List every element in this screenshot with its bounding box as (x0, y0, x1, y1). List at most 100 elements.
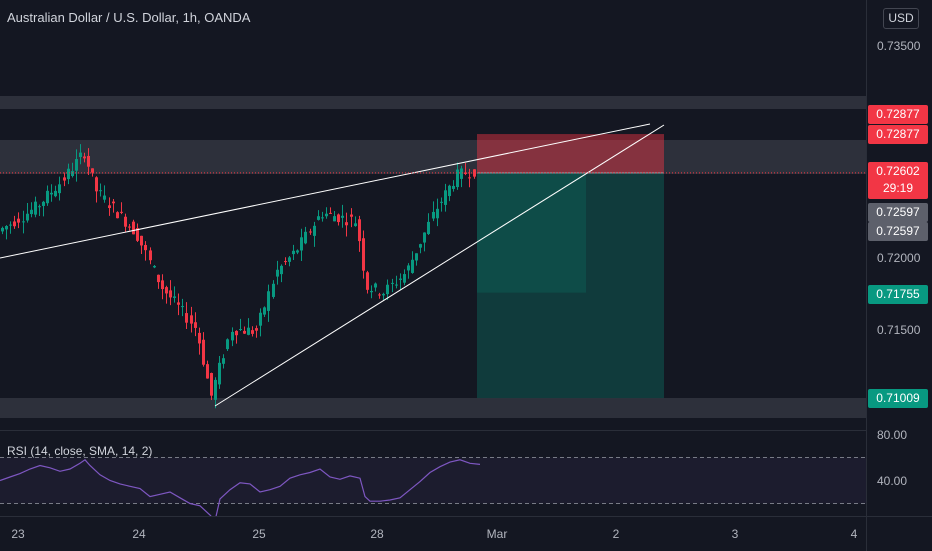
candle-body (399, 278, 402, 280)
candle-body (296, 250, 299, 253)
candle-body (391, 282, 394, 284)
candle-body (313, 225, 316, 236)
time-tick: 25 (252, 527, 266, 541)
time-tick: 24 (132, 527, 146, 541)
candle-body (378, 294, 381, 296)
price-badge-entry: 0.72597 (868, 203, 928, 222)
bar-countdown: 29:19 (882, 181, 914, 195)
candle-body (362, 238, 365, 271)
candle-body (144, 244, 147, 251)
candle-body (136, 228, 139, 241)
candle-body (185, 313, 188, 323)
candle-body (54, 190, 57, 197)
price-tick: 0.71500 (877, 323, 921, 337)
price-badge-partial-target: 0.71755 (868, 285, 928, 304)
rsi-indicator-label[interactable]: RSI (14, close, SMA, 14, 2) (7, 444, 153, 458)
candle-body (58, 184, 61, 194)
candle-body (415, 253, 418, 261)
candle-body (67, 168, 70, 180)
time-tick: 28 (370, 527, 384, 541)
candle-body (456, 169, 459, 188)
rsi-pane[interactable]: RSI (14, close, SMA, 14, 2) (0, 431, 866, 516)
candle-body (251, 330, 254, 334)
candle-body (358, 219, 361, 242)
candle-body (173, 296, 176, 298)
wedge-upper-line (0, 123, 651, 259)
price-tick: 0.73500 (877, 39, 921, 53)
candle-body (226, 339, 229, 350)
axis-corner (866, 516, 932, 551)
candle-body (99, 190, 102, 192)
candle-body (304, 231, 307, 244)
price-badge-target: 0.71009 (868, 389, 928, 408)
candle-body (87, 155, 90, 167)
candle-body (214, 379, 217, 400)
candle-body (140, 235, 143, 246)
candle-body (112, 201, 115, 204)
candle-body (440, 201, 443, 203)
candle-body (210, 373, 213, 396)
candle-body (280, 265, 283, 275)
candle-body (181, 306, 184, 308)
candle-body (333, 216, 336, 222)
candle-body (46, 190, 49, 204)
candle-body (79, 152, 82, 158)
candle-body (198, 332, 201, 344)
candle-body (329, 212, 332, 214)
candle-body (157, 274, 160, 283)
candle-body (284, 261, 287, 263)
candlesticks (1, 144, 476, 409)
price-axis[interactable]: USD 0.73500 0.72877 0.72877 0.72602 29:1… (866, 0, 932, 516)
candle-body (468, 177, 471, 179)
time-axis[interactable]: 23 24 25 28 Mar 2 3 4 (0, 516, 866, 551)
candle-body (382, 293, 385, 296)
pane-divider[interactable] (0, 430, 866, 431)
candle-body (206, 364, 209, 379)
candle-body (239, 328, 242, 330)
rsi-chart (0, 457, 866, 516)
candle-body (354, 223, 357, 227)
time-tick: 4 (850, 527, 858, 541)
candle-body (267, 291, 270, 311)
candle-body (202, 339, 205, 365)
candle-body (34, 201, 37, 215)
candle-body (194, 322, 197, 328)
partial-target-box (477, 172, 586, 293)
candle-body (17, 218, 20, 223)
time-tick: 23 (11, 527, 25, 541)
price-badge-zone-top: 0.72877 (868, 105, 928, 124)
candle-body (95, 177, 98, 192)
rsi-tick-40: 40.00 (877, 474, 908, 488)
chart-title: Australian Dollar / U.S. Dollar, 1h, OAN… (7, 10, 251, 25)
rsi-tick-80: 80.00 (877, 428, 908, 442)
price-chart[interactable] (0, 0, 866, 430)
price-tick: 0.72000 (877, 251, 921, 265)
candle-body (132, 221, 135, 235)
rsi-band (0, 457, 866, 504)
candle-body (169, 290, 172, 298)
candle-body (259, 312, 262, 326)
candle-body (190, 315, 193, 324)
candle-body (288, 257, 291, 262)
current-price-badge: 0.72602 29:19 (868, 162, 928, 199)
rsi-line (0, 459, 481, 516)
candle-body (26, 213, 29, 221)
candle-body (444, 190, 447, 205)
candle-body (247, 327, 250, 335)
candle-body (460, 168, 463, 179)
main-chart-pane[interactable]: Australian Dollar / U.S. Dollar, 1h, OAN… (0, 0, 866, 430)
candle-body (13, 221, 16, 227)
candle-body (5, 225, 8, 230)
time-tick: 2 (612, 527, 620, 541)
candle-body (1, 227, 4, 232)
take-profit-box (477, 172, 664, 399)
resistance-zone-upper (0, 96, 866, 109)
price-badge-target-top: 0.72877 (868, 125, 928, 144)
candle-body (452, 185, 455, 189)
candle-body (432, 211, 435, 219)
candle-body (427, 221, 430, 235)
candle-body (403, 274, 406, 283)
candle-body (50, 192, 53, 195)
currency-button[interactable]: USD (883, 8, 919, 29)
wedge-lower-line (214, 124, 665, 407)
